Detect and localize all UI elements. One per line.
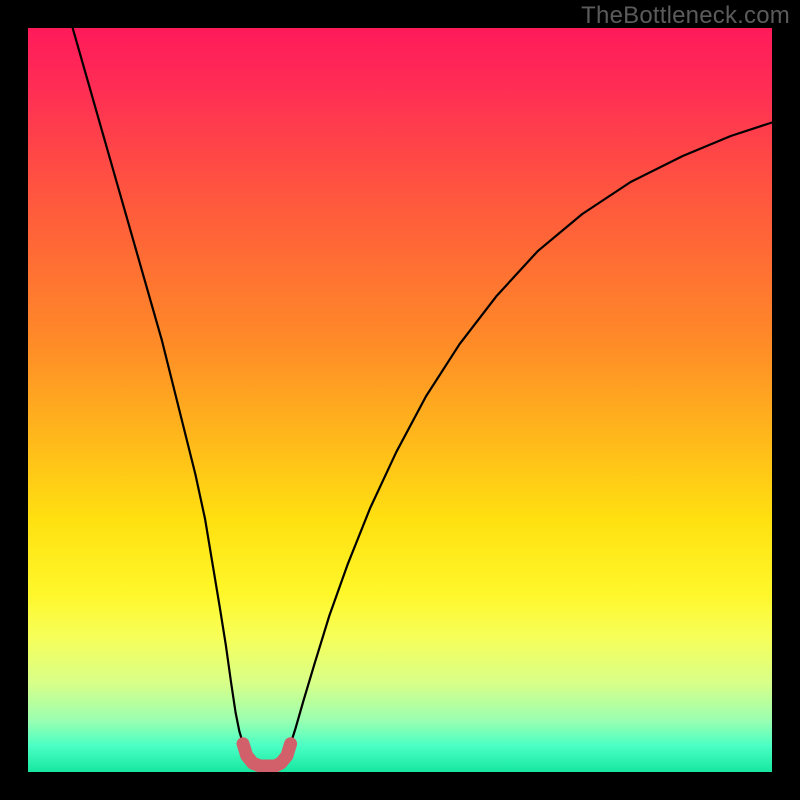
bottleneck-curve-chart [28,28,772,772]
chart-container: TheBottleneck.com [0,0,800,800]
plot-area [28,28,772,772]
gradient-background [28,28,772,772]
watermark-text: TheBottleneck.com [581,2,790,30]
